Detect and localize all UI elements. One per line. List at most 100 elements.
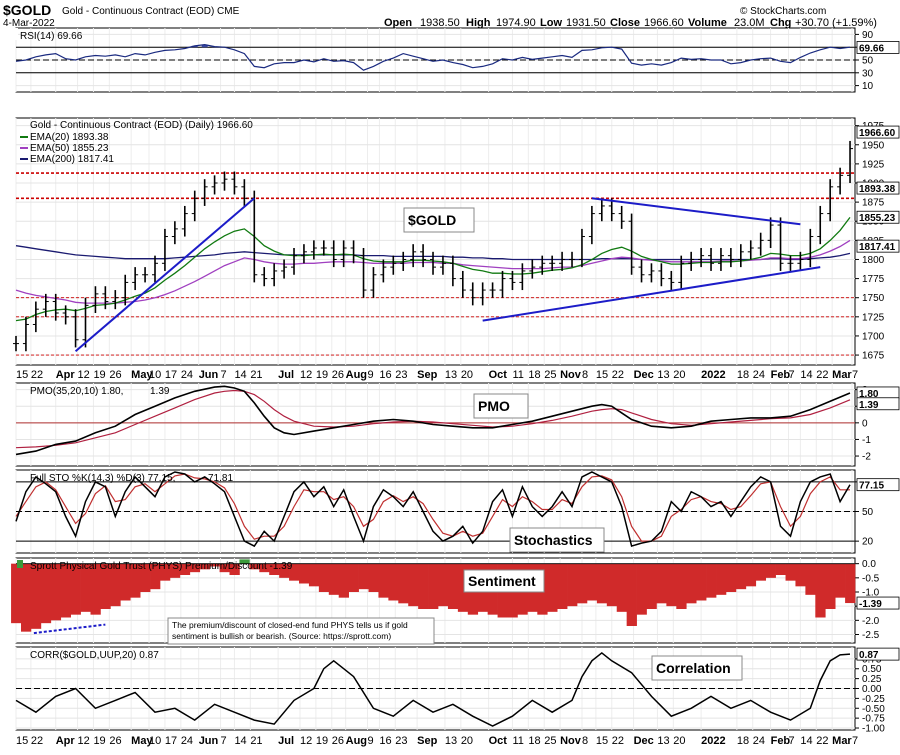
pmo-tick-label-4: -2 bbox=[862, 452, 871, 463]
price-axis-label-34: 13 bbox=[657, 369, 669, 381]
bottom-axis-label-12: 14 bbox=[234, 735, 246, 747]
sentiment-bar-63 bbox=[636, 563, 647, 615]
sentiment-bar-28 bbox=[289, 563, 300, 581]
chart-header: $GOLD Gold - Continuous Contract (EOD) C… bbox=[3, 2, 877, 29]
volume-value: 23.0M bbox=[734, 17, 765, 29]
sentiment-bar-39 bbox=[398, 563, 409, 604]
price-axis-label-18: Aug bbox=[346, 369, 367, 381]
sentiment-bar-13 bbox=[140, 563, 151, 592]
bottom-axis-label-35: 20 bbox=[673, 735, 685, 747]
pmo-annotation-box bbox=[473, 393, 529, 419]
sentiment-bar-70 bbox=[706, 563, 717, 598]
sentiment-bar-59 bbox=[596, 563, 608, 604]
sentiment-bar-10 bbox=[110, 563, 121, 607]
sentiment-tick-label-0: 0.0 bbox=[862, 559, 876, 570]
bottom-axis-label-24: 20 bbox=[461, 735, 473, 747]
price-tick-label-7: 1800 bbox=[862, 255, 885, 266]
price-axis-label-2: Apr bbox=[56, 369, 76, 381]
price-axis-label-43: Mar bbox=[832, 369, 852, 381]
sentiment-bar-62 bbox=[626, 563, 637, 626]
sto-annotation: Stochastics bbox=[514, 532, 593, 548]
price-axis-label-0: 15 bbox=[16, 369, 28, 381]
bottom-axis-label-30: 8 bbox=[582, 735, 588, 747]
price-legend-1: EMA(50) 1855.23 bbox=[30, 143, 109, 154]
rsi-tick-label-2: 50 bbox=[862, 56, 874, 67]
price-axis-label-3: 12 bbox=[78, 369, 90, 381]
price-axis-label-4: 19 bbox=[93, 369, 105, 381]
sentiment-bar-15 bbox=[159, 563, 171, 581]
sentiment-bar-3 bbox=[40, 563, 52, 624]
sentiment-bar-55 bbox=[557, 563, 568, 609]
sentiment-bar-38 bbox=[388, 563, 399, 601]
price-axis-label-44: 7 bbox=[852, 369, 858, 381]
bottom-axis-label-21: 23 bbox=[395, 735, 407, 747]
sentiment-bar-0 bbox=[11, 563, 22, 624]
open-value: 1938.50 bbox=[420, 17, 460, 29]
price-axis-label-20: 16 bbox=[379, 369, 391, 381]
corr-tick-label-6: -0.75 bbox=[862, 714, 885, 725]
ema20-tag-box bbox=[856, 181, 900, 195]
watermark: © StockCharts.com bbox=[740, 6, 826, 17]
chg-value: +30.70 (+1.59%) bbox=[795, 17, 877, 29]
bottom-axis-label-37: 18 bbox=[737, 735, 749, 747]
ema20-tag: 1893.38 bbox=[859, 184, 896, 195]
sentiment-bar-22 bbox=[229, 563, 240, 575]
bottom-axis-label-9: 24 bbox=[181, 735, 193, 747]
correlation-panel: 0.750.500.250.00-0.25-0.50-0.75-1.00CORR… bbox=[15, 646, 900, 735]
sentiment-tick-label-4: -2.0 bbox=[862, 616, 880, 627]
sentiment-bar-66 bbox=[666, 563, 677, 607]
pmo-legend: PMO(35,20,10) 1.80, bbox=[30, 386, 123, 397]
ema50-tag-box bbox=[856, 210, 900, 224]
price-tick-label-4: 1875 bbox=[862, 198, 885, 209]
bottom-axis-label-17: 26 bbox=[332, 735, 344, 747]
sentiment-bar-57 bbox=[577, 563, 588, 604]
sentiment-bar-19 bbox=[199, 563, 210, 570]
sentiment-bar-41 bbox=[418, 563, 429, 609]
sentiment-bar-6 bbox=[70, 563, 81, 615]
open-label: Open bbox=[384, 17, 412, 29]
chg-label: Chg bbox=[770, 17, 791, 29]
price-axis-label-9: 24 bbox=[181, 369, 193, 381]
price-axis-label-22: Sep bbox=[417, 369, 437, 381]
sto-legend: Full STO %K(14,3) %D(3) 77.15, bbox=[30, 473, 175, 484]
price-frame bbox=[15, 117, 856, 366]
bottom-axis-label-16: 19 bbox=[316, 735, 328, 747]
bottom-axis-label-44: 7 bbox=[852, 735, 858, 747]
bottom-axis-label-6: May bbox=[131, 735, 153, 747]
price-axis-label-40: 7 bbox=[788, 369, 794, 381]
price-axis-label-25: Oct bbox=[489, 369, 508, 381]
sto-annotation-box bbox=[509, 527, 605, 553]
corr-tick-label-3: 0.00 bbox=[862, 684, 882, 695]
sentiment-bar-64 bbox=[646, 563, 657, 609]
sentiment-bar-35 bbox=[358, 563, 369, 590]
sentiment-bar-37 bbox=[378, 563, 389, 598]
price-tick-label-8: 1775 bbox=[862, 274, 885, 285]
rsi-line bbox=[15, 43, 851, 71]
trendline-0 bbox=[74, 197, 255, 352]
sentiment-tick-label-5: -2.5 bbox=[862, 630, 880, 641]
price-legend-0: EMA(20) 1893.38 bbox=[30, 132, 109, 143]
bottom-axis-label-3: 12 bbox=[78, 735, 90, 747]
price-tick-label-11: 1700 bbox=[862, 331, 885, 342]
price-last-tag: 1966.60 bbox=[859, 128, 896, 139]
corr-legend: CORR($GOLD,UUP,20) 0.87 bbox=[30, 650, 159, 661]
bottom-axis-label-39: Feb bbox=[771, 735, 791, 747]
sentiment-bar-8 bbox=[90, 563, 101, 615]
price-axis-label-42: 22 bbox=[816, 369, 828, 381]
sentiment-bar-32 bbox=[328, 563, 340, 595]
trendline-2 bbox=[482, 266, 821, 322]
sentiment-bar-23 bbox=[239, 559, 250, 564]
sentiment-bar-69 bbox=[696, 563, 707, 601]
price-axis-label-35: 20 bbox=[673, 369, 685, 381]
bottom-axis-label-27: 18 bbox=[528, 735, 540, 747]
pmo-value-tag: 1.80 bbox=[859, 389, 879, 400]
sentiment-tick-label-2: -1.0 bbox=[862, 588, 880, 599]
sentiment-bar-77 bbox=[775, 563, 786, 575]
price-axis-label-1: 22 bbox=[31, 369, 43, 381]
sentiment-bar-24 bbox=[249, 563, 260, 570]
sentiment-annotation-box bbox=[463, 569, 545, 593]
pmo-tick-label-2: 0 bbox=[862, 418, 868, 429]
